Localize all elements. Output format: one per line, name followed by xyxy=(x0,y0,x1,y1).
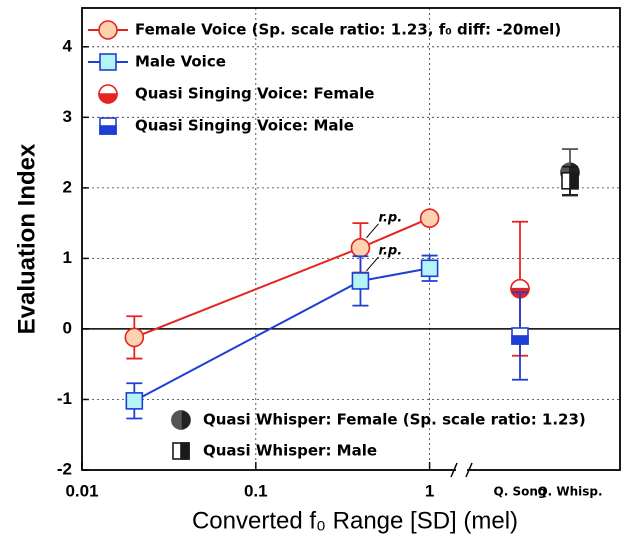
legend-marker xyxy=(99,53,117,71)
marker xyxy=(420,259,439,278)
legend-label: Quasi Whisper: Male xyxy=(203,442,377,460)
axis-break xyxy=(456,464,467,476)
marker xyxy=(419,208,440,228)
y-tick-label: 4 xyxy=(63,36,73,55)
legend-label: Male Voice xyxy=(135,53,226,71)
legend-label: Female Voice (Sp. scale ratio: 1.23, f₀ … xyxy=(135,21,561,39)
legend-marker xyxy=(172,442,190,460)
legend-marker xyxy=(98,84,118,104)
break-mark xyxy=(465,462,473,478)
marker xyxy=(510,278,530,299)
legend-label: Quasi Singing Voice: Male xyxy=(135,117,354,135)
annotation: r.p. xyxy=(378,210,402,225)
annotation-pointer xyxy=(366,256,379,272)
y-tick-label: 3 xyxy=(63,107,72,126)
marker xyxy=(124,327,145,348)
category-label: Q. Song xyxy=(494,485,547,499)
x-tick-label: 1 xyxy=(425,481,434,500)
y-tick-label: 2 xyxy=(63,177,72,196)
x-tick-label: 0.1 xyxy=(244,481,268,500)
legend-label: Quasi Singing Voice: Female xyxy=(135,85,374,103)
marker xyxy=(350,238,371,258)
y-tick-label: 0 xyxy=(63,318,72,337)
legend-marker xyxy=(171,410,191,430)
break-mark xyxy=(450,462,458,478)
marker xyxy=(561,172,579,190)
y-tick-label: -2 xyxy=(57,459,72,478)
y-axis-label: Evaluation Index xyxy=(13,143,40,334)
annotation: r.p. xyxy=(378,243,402,258)
marker xyxy=(351,272,370,290)
plot-frame xyxy=(81,7,621,471)
category-label: Q. Whisp. xyxy=(537,485,602,499)
x-tick-label: 0.01 xyxy=(65,481,98,500)
series-line xyxy=(133,267,430,402)
x-axis-label: Converted f₀ Range [SD] (mel) xyxy=(192,507,518,534)
legend-marker xyxy=(98,20,118,40)
marker xyxy=(125,392,144,410)
legend-label: Quasi Whisper: Female (Sp. scale ratio: … xyxy=(203,411,586,429)
series-line xyxy=(133,217,430,339)
annotation-pointer xyxy=(366,223,379,239)
y-tick-label: -1 xyxy=(57,389,72,408)
marker xyxy=(511,327,529,345)
y-tick-label: 1 xyxy=(63,248,72,267)
legend-marker xyxy=(99,117,117,135)
